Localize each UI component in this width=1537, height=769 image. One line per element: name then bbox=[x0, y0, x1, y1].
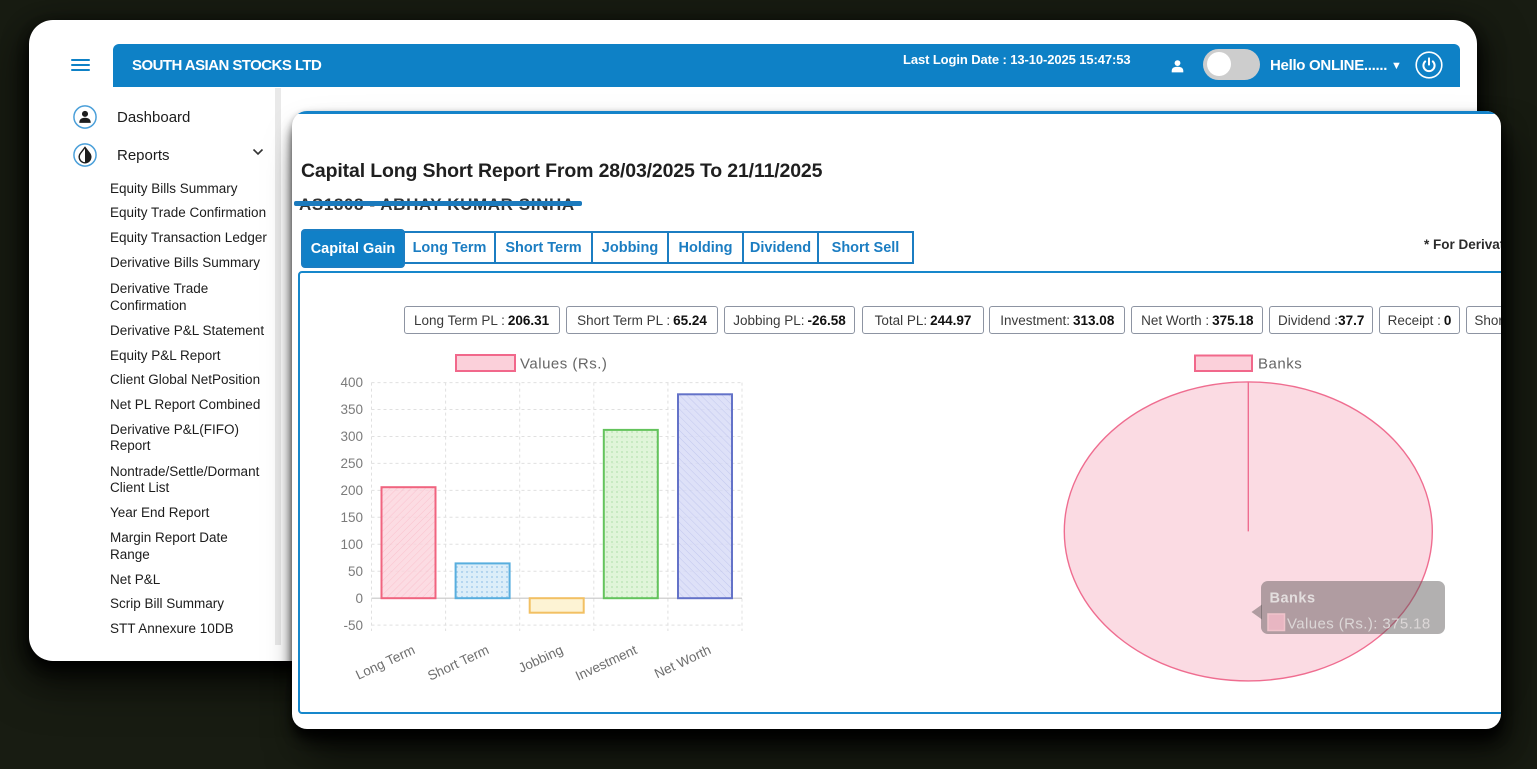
svg-text:Jobbing: Jobbing bbox=[516, 642, 565, 676]
svg-text:Long Term: Long Term bbox=[353, 642, 417, 682]
svg-text:Banks: Banks bbox=[1270, 591, 1316, 607]
svg-text:Investment: Investment bbox=[573, 642, 639, 684]
svg-text:400: 400 bbox=[340, 375, 363, 390]
svg-text:100: 100 bbox=[340, 537, 363, 552]
svg-text:Values (Rs.): Values (Rs.) bbox=[520, 356, 607, 373]
svg-text:250: 250 bbox=[340, 456, 363, 471]
svg-text:Net Worth: Net Worth bbox=[652, 642, 713, 681]
svg-text:300: 300 bbox=[340, 429, 363, 444]
svg-text:150: 150 bbox=[340, 510, 363, 525]
svg-text:Short Term: Short Term bbox=[425, 642, 491, 683]
svg-text:200: 200 bbox=[340, 483, 363, 498]
svg-text:50: 50 bbox=[348, 564, 363, 579]
svg-text:350: 350 bbox=[340, 402, 363, 417]
svg-text:Banks: Banks bbox=[1258, 356, 1302, 373]
svg-text:Values (Rs.): 375.18: Values (Rs.): 375.18 bbox=[1287, 616, 1431, 633]
svg-text:-50: -50 bbox=[343, 618, 363, 633]
svg-text:0: 0 bbox=[355, 591, 363, 606]
